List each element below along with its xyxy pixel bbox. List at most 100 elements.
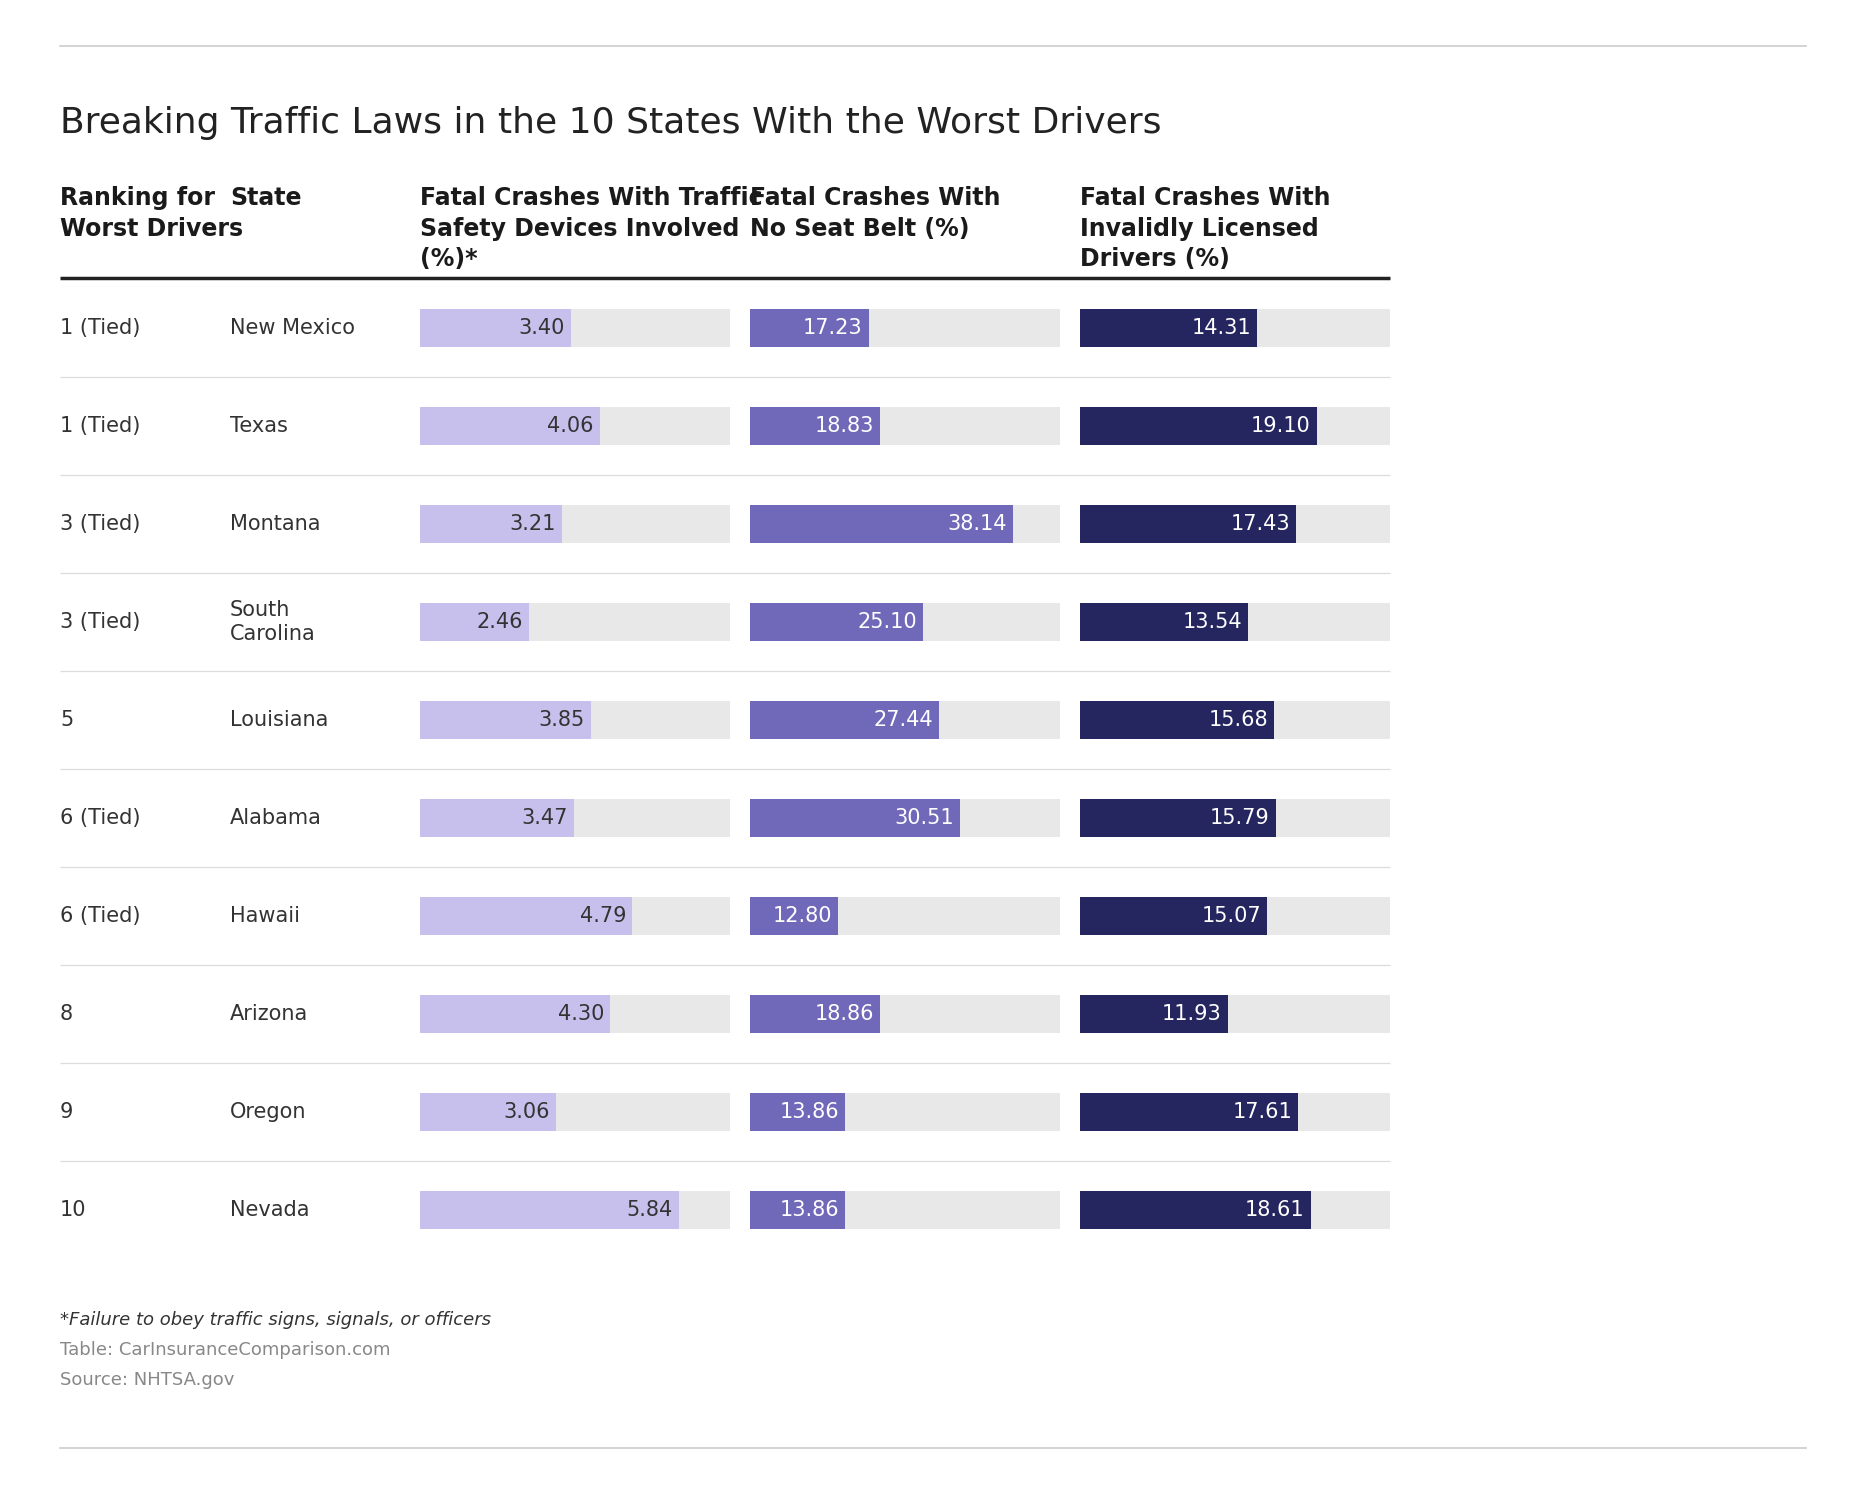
Bar bbox=[420, 1094, 556, 1131]
Text: 12.80: 12.80 bbox=[773, 907, 832, 926]
Text: Fatal Crashes With
Invalidly Licensed
Drivers (%): Fatal Crashes With Invalidly Licensed Dr… bbox=[1080, 186, 1330, 271]
Bar bbox=[420, 799, 573, 836]
Text: 3.06: 3.06 bbox=[504, 1103, 549, 1122]
Text: 10: 10 bbox=[60, 1200, 86, 1221]
Bar bbox=[420, 506, 562, 543]
Text: 3 (Tied): 3 (Tied) bbox=[60, 515, 140, 534]
Text: Fatal Crashes With Traffic
Safety Devices Involved
(%)*: Fatal Crashes With Traffic Safety Device… bbox=[420, 186, 763, 271]
Bar bbox=[1080, 310, 1258, 347]
Text: 1 (Tied): 1 (Tied) bbox=[60, 319, 140, 338]
Bar bbox=[420, 310, 730, 347]
Bar bbox=[750, 995, 1060, 1034]
Text: 5: 5 bbox=[60, 711, 73, 730]
Text: 25.10: 25.10 bbox=[856, 612, 916, 631]
Bar bbox=[750, 1094, 1060, 1131]
Text: Alabama: Alabama bbox=[230, 808, 321, 827]
Bar bbox=[750, 799, 961, 836]
Bar bbox=[1080, 506, 1297, 543]
Text: 27.44: 27.44 bbox=[873, 711, 933, 730]
Text: Louisiana: Louisiana bbox=[230, 711, 328, 730]
Bar bbox=[1080, 702, 1390, 739]
Text: Oregon: Oregon bbox=[230, 1103, 306, 1122]
Text: 1 (Tied): 1 (Tied) bbox=[60, 416, 140, 435]
Text: 2.46: 2.46 bbox=[476, 612, 522, 631]
Text: 18.83: 18.83 bbox=[814, 416, 873, 435]
Bar bbox=[1080, 1094, 1299, 1131]
Text: 4.79: 4.79 bbox=[580, 907, 627, 926]
Bar bbox=[420, 995, 610, 1034]
Bar bbox=[750, 702, 1060, 739]
Text: Source: NHTSA.gov: Source: NHTSA.gov bbox=[60, 1370, 235, 1388]
Text: 4.30: 4.30 bbox=[558, 1004, 605, 1023]
Bar bbox=[420, 407, 599, 444]
Bar bbox=[750, 995, 881, 1034]
Bar bbox=[1080, 799, 1276, 836]
Text: Arizona: Arizona bbox=[230, 1004, 308, 1023]
Bar bbox=[1080, 506, 1390, 543]
Text: 11.93: 11.93 bbox=[1163, 1004, 1222, 1023]
Text: 5.84: 5.84 bbox=[627, 1200, 672, 1221]
Text: 15.07: 15.07 bbox=[1202, 907, 1261, 926]
Bar bbox=[420, 407, 730, 444]
Bar bbox=[750, 407, 1060, 444]
Text: Fatal Crashes With
No Seat Belt (%): Fatal Crashes With No Seat Belt (%) bbox=[750, 186, 1000, 241]
Bar bbox=[1080, 799, 1390, 836]
Bar bbox=[420, 1094, 730, 1131]
Bar bbox=[1080, 407, 1317, 444]
Text: 6 (Tied): 6 (Tied) bbox=[60, 907, 140, 926]
Text: Breaking Traffic Laws in the 10 States With the Worst Drivers: Breaking Traffic Laws in the 10 States W… bbox=[60, 106, 1161, 141]
Text: 19.10: 19.10 bbox=[1250, 416, 1310, 435]
Text: Nevada: Nevada bbox=[230, 1200, 310, 1221]
Bar bbox=[420, 898, 633, 935]
Bar bbox=[1080, 898, 1267, 935]
Bar bbox=[1080, 1191, 1310, 1230]
Bar bbox=[420, 702, 590, 739]
Text: 17.23: 17.23 bbox=[802, 319, 862, 338]
Bar bbox=[750, 603, 924, 640]
Text: Ranking for
Worst Drivers: Ranking for Worst Drivers bbox=[60, 186, 243, 241]
Text: 15.79: 15.79 bbox=[1209, 808, 1269, 827]
Bar bbox=[420, 702, 730, 739]
Bar bbox=[1080, 702, 1274, 739]
Bar bbox=[750, 407, 879, 444]
Text: South
Carolina: South Carolina bbox=[230, 600, 315, 643]
Text: 9: 9 bbox=[60, 1103, 73, 1122]
Bar bbox=[750, 1191, 845, 1230]
Text: Texas: Texas bbox=[230, 416, 287, 435]
Text: 15.68: 15.68 bbox=[1209, 711, 1269, 730]
Text: 8: 8 bbox=[60, 1004, 73, 1023]
Text: 6 (Tied): 6 (Tied) bbox=[60, 808, 140, 827]
Bar bbox=[1080, 1094, 1390, 1131]
Text: 13.86: 13.86 bbox=[780, 1103, 840, 1122]
Text: 14.31: 14.31 bbox=[1192, 319, 1252, 338]
Bar bbox=[1080, 898, 1390, 935]
Bar bbox=[420, 898, 730, 935]
Bar bbox=[750, 506, 1013, 543]
Bar bbox=[750, 702, 939, 739]
Text: Montana: Montana bbox=[230, 515, 321, 534]
Text: 18.86: 18.86 bbox=[814, 1004, 873, 1023]
Bar bbox=[750, 799, 1060, 836]
Text: 4.06: 4.06 bbox=[547, 416, 593, 435]
Text: 3.47: 3.47 bbox=[521, 808, 567, 827]
Text: 3.40: 3.40 bbox=[519, 319, 565, 338]
Bar bbox=[750, 310, 870, 347]
Bar bbox=[750, 310, 1060, 347]
Bar bbox=[1080, 1191, 1390, 1230]
Text: *Failure to obey traffic signs, signals, or officers: *Failure to obey traffic signs, signals,… bbox=[60, 1310, 491, 1328]
Bar bbox=[750, 1191, 1060, 1230]
Bar bbox=[1080, 995, 1390, 1034]
Bar bbox=[420, 1191, 679, 1230]
Text: Hawaii: Hawaii bbox=[230, 907, 300, 926]
Bar bbox=[1080, 310, 1390, 347]
Bar bbox=[1080, 603, 1248, 640]
Bar bbox=[750, 603, 1060, 640]
Text: 30.51: 30.51 bbox=[894, 808, 954, 827]
Bar bbox=[1080, 603, 1390, 640]
Bar bbox=[420, 1191, 730, 1230]
Bar bbox=[1080, 995, 1228, 1034]
Bar bbox=[750, 898, 1060, 935]
Text: 3 (Tied): 3 (Tied) bbox=[60, 612, 140, 631]
Bar bbox=[1080, 407, 1390, 444]
Text: 18.61: 18.61 bbox=[1245, 1200, 1304, 1221]
